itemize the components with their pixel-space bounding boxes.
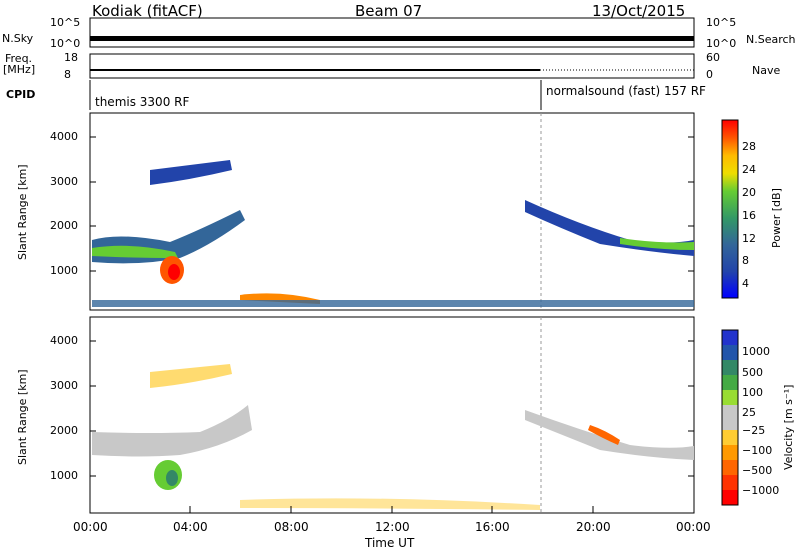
velocity-cbar-tick-neg100: −100 (742, 444, 773, 457)
power-ytick-2000: 2000 (50, 219, 78, 232)
xtick-2000: 20:00 (576, 520, 611, 534)
velocity-echoes (92, 364, 694, 510)
cpid-right-label: normalsound (fast) 157 RF (546, 84, 706, 98)
velocity-ytick-1000: 1000 (50, 469, 78, 482)
velocity-cbar-tick-25: 25 (742, 406, 756, 419)
velocity-cbar-tick-1000: 1000 (742, 345, 770, 358)
power-colorbar (721, 119, 739, 299)
freq-label-1: Freq. (5, 52, 33, 65)
xaxis-label: Time UT (365, 536, 415, 550)
freq-tick-top: 18 (64, 51, 78, 64)
xtick-0000-end: 00:00 (676, 520, 711, 534)
power-echo-band-core (92, 245, 178, 258)
power-echo-right-band (525, 200, 694, 256)
velocity-echo-right-band (525, 410, 694, 460)
power-echo-ground (92, 300, 694, 307)
velocity-cbar-tick-neg1000: −1000 (742, 484, 780, 497)
power-cbar-tick-24: 24 (742, 163, 756, 176)
velocity-ytick-2000: 2000 (50, 424, 78, 437)
velocity-cbar-tick-neg25: −25 (742, 424, 766, 437)
nsearch-tick-bottom: 10^0 (706, 37, 737, 50)
cpid-label: CPID (6, 88, 36, 101)
nsky-tick-bottom: 10^0 (50, 37, 81, 50)
power-yticks (90, 136, 694, 272)
nsky-label: N.Sky (2, 32, 34, 45)
power-ylabel: Slant Range [km] (16, 164, 29, 260)
nsearch-label: N.Search (746, 33, 796, 46)
xtick-0800: 08:00 (274, 520, 309, 534)
velocity-cbar-label: Velocity [m s⁻¹] (782, 384, 795, 470)
xtick-1200: 12:00 (375, 520, 410, 534)
power-cbar-tick-16: 16 (742, 209, 756, 222)
power-cbar-tick-4: 4 (742, 277, 749, 290)
xtick-0400: 04:00 (173, 520, 208, 534)
power-echo-upper (150, 160, 232, 185)
xaxis-ticks (89, 506, 695, 513)
velocity-ytick-4000: 4000 (50, 334, 78, 347)
velocity-echo-upper (150, 364, 232, 388)
station-title: Kodiak (fitACF) (92, 2, 203, 20)
freq-panel-frame (89, 53, 695, 79)
power-ytick-1000: 1000 (50, 264, 78, 277)
date-title: 13/Oct/2015 (592, 2, 686, 20)
power-cbar-tick-12: 12 (742, 232, 756, 245)
power-panel-frame (89, 112, 695, 311)
power-echo-hotspot-core (168, 264, 180, 280)
power-cbar-tick-28: 28 (742, 140, 756, 153)
nsky-trace (90, 36, 694, 41)
power-cbar-tick-8: 8 (742, 254, 749, 267)
power-ytick-3000: 3000 (50, 175, 78, 188)
nsky-panel-frame (89, 17, 695, 48)
velocity-echo-ground (240, 498, 540, 510)
power-cbar-tick-20: 20 (742, 186, 756, 199)
velocity-cbar-tick-neg500: −500 (742, 464, 773, 477)
nave-tick-bottom: 0 (706, 68, 713, 81)
velocity-cbar-tick-500: 500 (742, 366, 763, 379)
nave-tick-top: 60 (706, 51, 720, 64)
velocity-echo-blob-core (166, 470, 178, 486)
nave-label: Nave (752, 64, 781, 77)
cpid-left-label: themis 3300 RF (95, 95, 190, 109)
velocity-echo-band-main (92, 405, 252, 457)
xtick-0000-start: 00:00 (73, 520, 108, 534)
power-cbar-label: Power [dB] (770, 188, 783, 248)
power-echo-right-core (620, 238, 694, 250)
velocity-ytick-3000: 3000 (50, 379, 78, 392)
velocity-cbar-tick-100: 100 (742, 386, 763, 399)
nsky-tick-top: 10^5 (50, 16, 81, 29)
power-echoes (92, 160, 694, 307)
velocity-ylabel: Slant Range [km] (16, 369, 29, 465)
velocity-echo-right-hotspot (588, 425, 620, 445)
velocity-yticks (90, 340, 694, 477)
freq-label-2: [MHz] (3, 63, 36, 76)
power-ytick-4000: 4000 (50, 130, 78, 143)
xtick-1600: 16:00 (475, 520, 510, 534)
freq-tick-bottom: 8 (64, 68, 71, 81)
velocity-colorbar (721, 329, 739, 506)
nsearch-tick-top: 10^5 (706, 16, 737, 29)
velocity-panel-frame (89, 316, 695, 514)
beam-title: Beam 07 (355, 2, 423, 20)
